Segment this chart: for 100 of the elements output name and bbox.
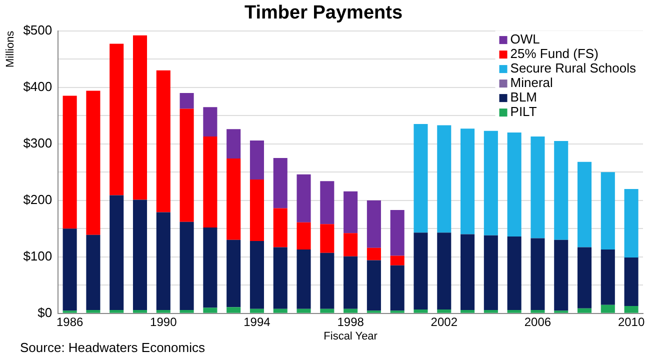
legend-label: BLM [510, 90, 538, 105]
bar [344, 308, 358, 313]
bar [484, 130, 498, 236]
bar [554, 141, 568, 240]
bar [203, 308, 218, 313]
bar [344, 256, 358, 309]
bar [624, 306, 638, 313]
y-tick-label: $300 [23, 135, 52, 150]
bar [86, 90, 100, 235]
bar [62, 228, 77, 311]
legend-label: PILT [510, 104, 537, 120]
bar [600, 172, 615, 250]
bar [296, 174, 311, 222]
bar [226, 158, 241, 240]
bar [530, 238, 545, 310]
bar [344, 191, 358, 234]
bar [414, 309, 428, 313]
bar [250, 241, 264, 309]
legend-label: Secure Rural Schools [510, 60, 636, 76]
bar [577, 162, 592, 248]
y-tick-label: $500 [23, 22, 52, 38]
bar [110, 195, 124, 310]
bar [250, 308, 264, 313]
bar [390, 210, 404, 256]
bar [624, 189, 638, 258]
bar [390, 265, 404, 311]
bar [507, 236, 522, 310]
x-tick-label: 1986 [56, 314, 84, 329]
bar [156, 70, 170, 212]
y-tick-label: $200 [23, 192, 52, 207]
bar [414, 124, 428, 233]
bar [577, 308, 592, 313]
bar [250, 179, 264, 242]
bar [600, 304, 615, 313]
bar [180, 310, 194, 313]
bar [320, 252, 334, 309]
bar [390, 256, 404, 266]
x-tick-label: 1990 [150, 314, 178, 329]
bar [484, 235, 498, 310]
bar [320, 181, 334, 224]
bar [156, 310, 170, 313]
bar [320, 308, 334, 313]
bar [460, 310, 475, 313]
bar [203, 227, 218, 308]
legend-label: OWL [510, 32, 540, 47]
bar [624, 257, 638, 306]
bar [437, 232, 452, 310]
legend-label: Mineral [510, 75, 554, 90]
bar [273, 158, 288, 208]
bar [296, 308, 311, 313]
bar [530, 136, 545, 238]
bar [250, 140, 264, 180]
bar [414, 232, 428, 310]
x-tick-label: 1998 [337, 314, 364, 329]
bar [132, 310, 148, 313]
bar [366, 260, 381, 311]
bar [180, 222, 194, 310]
bar [86, 310, 100, 313]
x-tick-label: 2002 [430, 314, 458, 329]
bar [273, 308, 288, 313]
bar [460, 234, 475, 310]
y-tick-label: $0 [38, 304, 52, 320]
bar [226, 307, 241, 313]
bar [437, 309, 452, 313]
legend-label: 25% Fund (FS) [510, 46, 598, 62]
bar [226, 129, 241, 159]
bar [320, 224, 334, 253]
bar [507, 310, 522, 313]
bar [156, 212, 170, 310]
bar [296, 250, 311, 309]
chart-title: Timber Payments [244, 2, 403, 24]
y-tick-label: $400 [23, 78, 52, 94]
bar [180, 108, 194, 222]
bar [600, 250, 615, 305]
bar [86, 234, 100, 310]
bar [62, 96, 77, 229]
y-tick-label: $100 [23, 248, 52, 264]
bar [554, 240, 568, 311]
bar [203, 136, 218, 228]
bar [366, 248, 381, 260]
x-tick-label: 1994 [244, 314, 271, 329]
bar [296, 222, 311, 250]
x-axis-title: Fiscal Year [324, 330, 378, 342]
bar [110, 44, 124, 196]
bar [110, 310, 124, 313]
y-axis-title: Millions [4, 30, 17, 68]
bar [460, 128, 475, 234]
bar [577, 247, 592, 308]
bar [530, 310, 545, 313]
bar [437, 125, 452, 233]
bar [484, 310, 498, 313]
bar [366, 200, 381, 248]
bar [203, 107, 218, 136]
source-note: Source: Headwaters Economics [20, 340, 206, 356]
bar [132, 35, 148, 200]
bar [273, 247, 288, 309]
bar [344, 233, 358, 256]
bar [226, 240, 241, 308]
x-tick-label: 2010 [618, 314, 645, 329]
bar [273, 208, 288, 248]
